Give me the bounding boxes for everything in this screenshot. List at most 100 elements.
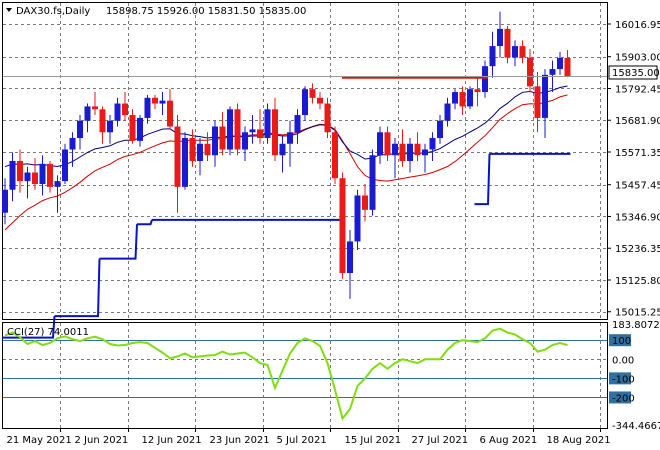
date-tick-label: 2 Jun 2021 bbox=[75, 435, 129, 446]
fast-ema-line bbox=[4, 85, 568, 168]
bearish-candle bbox=[519, 46, 526, 58]
bullish-candle bbox=[2, 189, 8, 213]
date-tick-label: 15 Jul 2021 bbox=[345, 435, 402, 446]
bearish-candle bbox=[384, 132, 391, 156]
bearish-candle bbox=[92, 106, 98, 110]
psar-step bbox=[474, 153, 491, 206]
price-tick-label: 15792.45 bbox=[615, 84, 660, 95]
price-tick-label: 16016.95 bbox=[615, 20, 660, 31]
bearish-candle bbox=[122, 103, 128, 116]
bearish-candle bbox=[504, 28, 511, 58]
date-tick-label: 6 Aug 2021 bbox=[480, 435, 538, 446]
bullish-candle bbox=[279, 143, 286, 156]
bullish-candle bbox=[422, 149, 428, 156]
bullish-candle bbox=[354, 195, 361, 242]
bearish-candle bbox=[399, 143, 406, 161]
bullish-candle bbox=[227, 109, 233, 150]
bearish-candle bbox=[234, 109, 241, 150]
bearish-candle bbox=[129, 115, 136, 141]
bullish-candle bbox=[24, 172, 31, 182]
bearish-candle bbox=[272, 109, 278, 156]
bearish-candle bbox=[167, 100, 173, 127]
cci-tick-label: 183.8072 bbox=[612, 320, 660, 331]
bullish-candle bbox=[542, 74, 548, 118]
bullish-candle bbox=[197, 143, 203, 161]
price-tick-label: 15236.35 bbox=[615, 244, 660, 255]
cci-level-tag bbox=[609, 334, 631, 347]
cci-tick-label: 0.00 bbox=[612, 355, 634, 366]
bullish-candle bbox=[429, 138, 436, 150]
date-axis: 21 May 2021 2 Jun 2021 12 Jun 2021 23 Jun 2… bbox=[7, 428, 611, 446]
price-tick-label: 15015.25 bbox=[615, 308, 660, 319]
bearish-candle bbox=[152, 97, 158, 104]
bullish-candle bbox=[512, 46, 518, 58]
bullish-candle bbox=[39, 163, 46, 184]
bearish-candle bbox=[309, 89, 316, 98]
current-price-label: 15835.00 bbox=[612, 68, 660, 79]
ohlc-header: 15898.75 15926.00 15831.50 15835.00 bbox=[106, 6, 306, 17]
psar-step bbox=[54, 258, 101, 318]
bullish-candle bbox=[242, 132, 248, 150]
bullish-candle bbox=[159, 100, 166, 104]
bearish-candle bbox=[459, 92, 466, 107]
bearish-candle bbox=[527, 57, 533, 87]
bullish-candle bbox=[62, 149, 68, 182]
price-axis: 16016.95 15903.00 15792.45 15681.90 15571.35… bbox=[607, 20, 660, 319]
parabolic-sar bbox=[2, 152, 571, 339]
price-tick-label: 15571.35 bbox=[615, 148, 660, 159]
bullish-candle bbox=[377, 132, 383, 156]
bearish-candle bbox=[99, 109, 106, 133]
bullish-candle bbox=[302, 89, 308, 116]
bullish-candle bbox=[467, 89, 473, 107]
bullish-candle bbox=[347, 241, 353, 274]
slow-ema-line bbox=[4, 94, 568, 231]
bullish-candle bbox=[107, 120, 113, 133]
bearish-candle bbox=[362, 195, 368, 210]
bullish-candle bbox=[452, 92, 458, 104]
bullish-candle bbox=[549, 69, 556, 75]
cci-level-tag bbox=[609, 391, 631, 404]
bullish-candle bbox=[392, 143, 398, 156]
symbol-header: DAX30.fs,Daily bbox=[16, 6, 90, 17]
price-tick-label: 15457.45 bbox=[615, 181, 660, 192]
bullish-candle bbox=[264, 109, 271, 139]
candlesticks bbox=[2, 11, 571, 299]
symbol-dropdown-arrow-icon[interactable] bbox=[6, 8, 12, 12]
cci-tick-label: -200 bbox=[612, 393, 635, 404]
moving-averages bbox=[4, 85, 568, 231]
price-tick-label: 15903.00 bbox=[615, 53, 660, 64]
bullish-candle bbox=[182, 138, 188, 187]
bullish-candle bbox=[369, 155, 376, 210]
bullish-candle bbox=[489, 46, 496, 67]
date-tick-label: 27 Jul 2021 bbox=[412, 435, 469, 446]
bullish-candle bbox=[54, 181, 61, 187]
bullish-candle bbox=[407, 143, 413, 161]
resistance-line-group bbox=[3, 76, 607, 79]
bearish-candle bbox=[414, 143, 421, 156]
bearish-candle bbox=[174, 126, 181, 187]
cci-series bbox=[4, 327, 568, 421]
date-tick-label: 23 Jun 2021 bbox=[210, 435, 270, 446]
bullish-candle bbox=[137, 117, 143, 141]
bullish-candle bbox=[444, 103, 451, 121]
bullish-candle bbox=[482, 66, 488, 93]
psar-step bbox=[137, 219, 153, 226]
price-tick-label: 15346.90 bbox=[615, 212, 660, 223]
bullish-candle bbox=[557, 57, 563, 70]
bullish-candle bbox=[294, 115, 301, 133]
cci-tick-label: -100 bbox=[612, 374, 635, 385]
bearish-candle bbox=[332, 132, 338, 179]
bullish-candle bbox=[497, 28, 503, 47]
bearish-candle bbox=[534, 86, 541, 118]
bearish-candle bbox=[474, 89, 481, 93]
cci-level-tag bbox=[609, 372, 631, 385]
bearish-candle bbox=[204, 143, 211, 156]
bullish-candle bbox=[212, 126, 218, 156]
bearish-candle bbox=[257, 129, 263, 139]
bearish-candle bbox=[324, 103, 331, 133]
bullish-candle bbox=[249, 129, 256, 133]
cci-header: CCI(27) 74.0011 bbox=[7, 327, 89, 338]
bullish-candle bbox=[144, 97, 151, 118]
current-price-tag bbox=[608, 65, 658, 80]
